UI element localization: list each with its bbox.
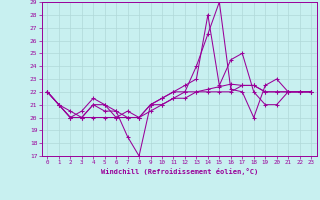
X-axis label: Windchill (Refroidissement éolien,°C): Windchill (Refroidissement éolien,°C)	[100, 168, 258, 175]
